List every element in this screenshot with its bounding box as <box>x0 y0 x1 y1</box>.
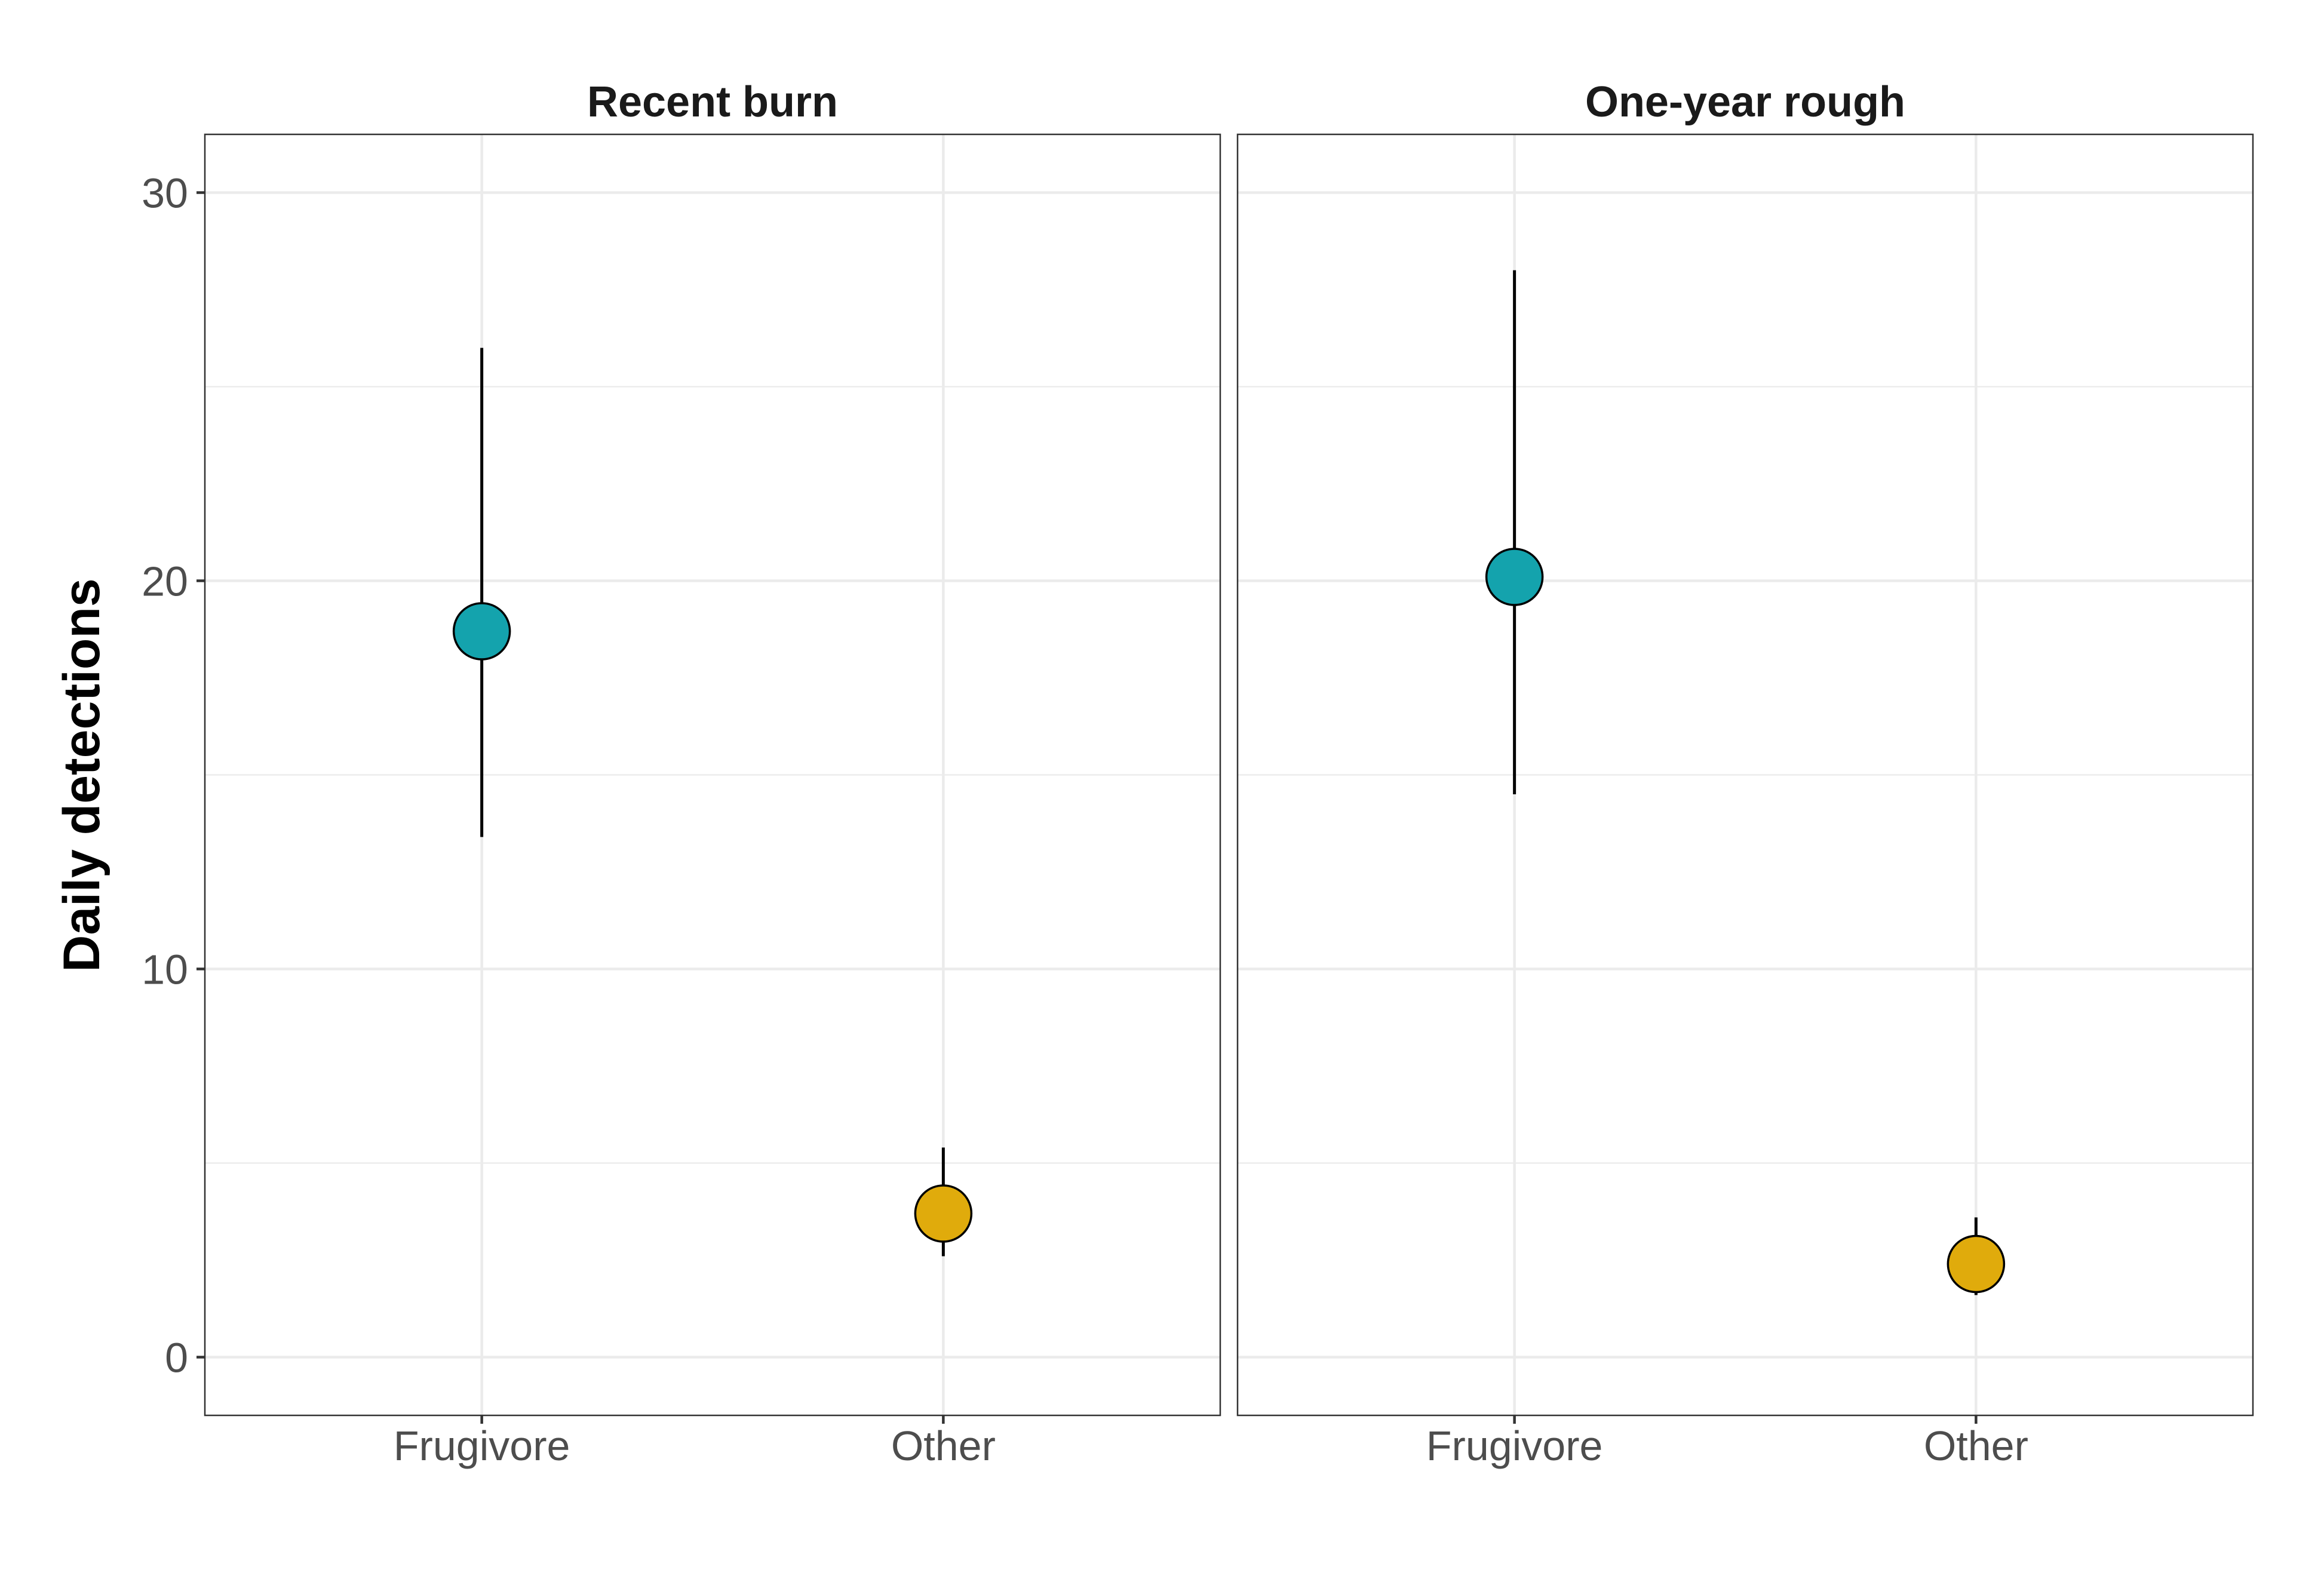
x-tick-label: Other <box>891 1423 996 1469</box>
point-other <box>1947 1234 2006 1294</box>
x-tick-label: Frugivore <box>394 1423 570 1469</box>
x-tick-label: Frugivore <box>1426 1423 1603 1469</box>
panel-border <box>1236 133 2254 1417</box>
y-axis-title: Daily detections <box>53 578 110 972</box>
panel-title: One-year rough <box>1585 78 1905 126</box>
panel-border <box>204 133 1221 1417</box>
x-tick-label: Other <box>1924 1423 2028 1469</box>
point-frugivore <box>1485 548 1544 606</box>
y-tick-label: 0 <box>165 1335 188 1381</box>
y-tick-label: 10 <box>142 947 188 993</box>
y-tick-label: 20 <box>142 558 188 605</box>
panel-title: Recent burn <box>587 78 838 126</box>
panels: Recent burn Frugivore Other One-year rough F… <box>204 78 2254 1469</box>
y-axis: 0 10 20 30 <box>142 170 205 1381</box>
panel-2: One-year rough Frugivore Other <box>1236 78 2254 1469</box>
point-other <box>914 1184 973 1243</box>
y-tick-label: 30 <box>142 170 188 217</box>
panel-1: Recent burn Frugivore Other <box>204 78 1221 1469</box>
point-frugivore <box>452 602 511 661</box>
